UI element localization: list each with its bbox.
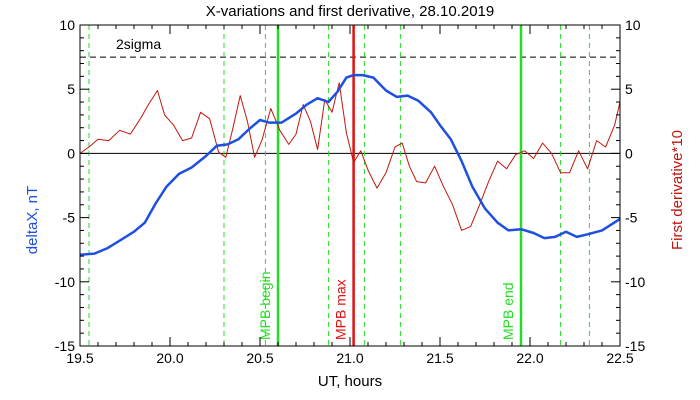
y-tick-label-left: 5	[67, 81, 75, 97]
two-sigma-label: 2sigma	[116, 36, 161, 52]
y-tick-label-left: 10	[59, 17, 75, 33]
mpb-label: MPB end	[500, 282, 516, 340]
y-tick-label-right: 10	[625, 17, 641, 33]
y-tick-label-right: 0	[625, 145, 633, 161]
mpb-label: MPB begin	[257, 272, 273, 340]
derivative-series-line	[79, 82, 621, 231]
y-axis-label-left: deltaX, nT	[24, 186, 41, 254]
x-tick-label: 21.0	[336, 350, 363, 366]
plot-frame	[79, 24, 621, 347]
y-tick-label-left: -5	[63, 210, 76, 226]
y-tick-label-left: -10	[55, 274, 75, 290]
x-tick-label: 21.5	[426, 350, 453, 366]
mpb-max-label: MPB max	[333, 279, 349, 340]
y-tick-label-right: -15	[625, 338, 645, 354]
x-axis-label: UT, hours	[318, 373, 382, 390]
x-tick-label: 22.5	[606, 350, 633, 366]
y-tick-label-left: 0	[67, 145, 75, 161]
chart-title: X-variations and first derivative, 28.10…	[206, 3, 495, 20]
y-tick-label-right: -5	[625, 210, 638, 226]
x-tick-label: 19.5	[66, 350, 93, 366]
y-tick-label-right: 5	[625, 81, 633, 97]
x-tick-label: 22.0	[516, 350, 543, 366]
y-axis-label-right: First derivative*10	[669, 130, 686, 250]
deltax-series-line	[79, 73, 621, 257]
x-tick-label: 20.5	[246, 350, 273, 366]
plot-area: 2sigma MPB begin MPB max MPB end 19.5 20.0 20.…	[55, 17, 646, 366]
y-tick-label-right: -10	[625, 274, 645, 290]
y-tick-label-left: -15	[55, 338, 75, 354]
x-tick-label: 20.0	[156, 350, 183, 366]
